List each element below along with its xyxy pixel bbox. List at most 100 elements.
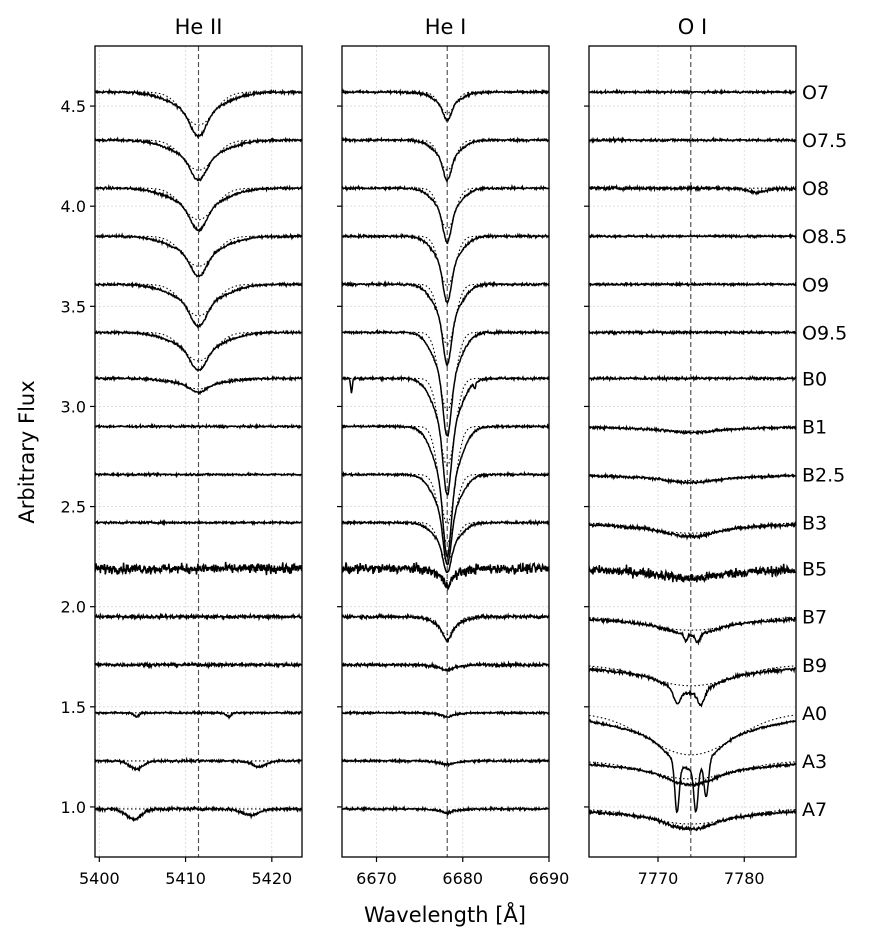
observed-spectrum	[342, 88, 549, 122]
observed-spectrum	[95, 281, 302, 329]
spectral-type-label: A7	[802, 799, 827, 821]
spectral-type-label: O9	[802, 274, 829, 296]
observed-spectrum	[589, 183, 796, 196]
x-tick-label: 7770	[638, 869, 679, 888]
observed-spectrum	[342, 279, 549, 367]
observed-spectrum	[589, 135, 796, 144]
spectra-group	[342, 88, 549, 816]
observed-spectrum	[95, 422, 302, 430]
observed-spectrum	[95, 136, 302, 182]
y-tick-label: 4.5	[61, 97, 86, 116]
spectral-type-label: B3	[802, 513, 827, 535]
observed-spectrum	[342, 183, 549, 245]
observed-spectrum	[95, 518, 302, 527]
observed-spectrum	[95, 470, 302, 479]
x-tick-label: 5420	[251, 869, 292, 888]
panel-o-i: O I 7770 7780	[584, 15, 797, 888]
observed-spectrum	[342, 232, 549, 305]
observed-spectrum	[589, 808, 796, 832]
model-spectrum	[342, 473, 549, 543]
observed-spectrum	[589, 232, 796, 240]
model-spectrum	[342, 139, 549, 171]
spectral-type-label: O7.5	[802, 130, 847, 152]
x-tick-label: 6680	[442, 869, 483, 888]
observed-spectrum	[342, 374, 549, 496]
observed-spectrum	[589, 471, 796, 486]
observed-spectrum	[95, 660, 302, 670]
observed-spectrum	[342, 709, 549, 720]
model-spectrum	[342, 331, 549, 411]
panel-title: He I	[425, 15, 467, 39]
model-spectrum	[342, 616, 549, 636]
observed-spectrum	[342, 561, 549, 591]
panel-frame	[341, 45, 550, 858]
panel-frame	[588, 45, 797, 858]
spectral-type-label: O7	[802, 82, 829, 104]
observed-spectrum	[95, 87, 302, 140]
x-axis-label: Wavelength [Å]	[364, 901, 526, 927]
spectral-type-label: O8	[802, 178, 829, 200]
observed-spectrum	[589, 374, 796, 383]
model-spectrum	[589, 522, 796, 534]
observed-spectrum	[589, 520, 796, 541]
spectral-type-labels: O7 O7.5 O8 O8.5 O9 O9.5 B0 B1 B2.5 B3 B5 B7 B9 A0 A3 A7	[802, 82, 847, 821]
model-spectrum	[95, 91, 302, 126]
observed-spectrum	[589, 563, 796, 584]
observed-spectrum	[95, 756, 302, 773]
observed-spectrum	[589, 424, 796, 436]
y-axis-label: Arbitrary Flux	[15, 380, 39, 523]
observed-spectrum	[95, 804, 302, 823]
panel-he-i: He I 6670 6680 6690	[337, 15, 569, 888]
observed-spectrum	[342, 136, 549, 184]
x-tick-label: 6690	[529, 869, 570, 888]
observed-spectrum	[589, 327, 796, 337]
model-spectrum	[589, 665, 796, 687]
spectral-type-label: B5	[802, 559, 827, 581]
spectral-type-label: A3	[802, 751, 827, 773]
observed-spectrum	[342, 660, 549, 673]
spectral-type-label: B7	[802, 607, 827, 629]
x-tick-label: 5410	[165, 869, 206, 888]
x-tick-label: 7780	[724, 869, 765, 888]
observed-spectrum	[342, 757, 549, 768]
x-tick-label: 6670	[356, 869, 397, 888]
observed-spectrum	[589, 665, 796, 708]
model-spectrum	[342, 187, 549, 230]
panel-title: O I	[678, 15, 707, 39]
panel-he-ii: He II 5400 5410 5420 1.0 1.5 2.0 2.5 3.0 3.5 4.0 4.…	[61, 15, 303, 888]
observed-spectrum	[95, 232, 302, 278]
spectrum-panels: He II 5400 5410 5420 1.0 1.5 2.0 2.5 3.0 3.5 4.0 4.…	[61, 15, 797, 888]
observed-spectrum	[589, 615, 796, 646]
observed-spectrum	[342, 423, 549, 559]
model-spectrum	[589, 809, 796, 825]
spectral-type-label: A0	[802, 703, 827, 725]
model-spectrum	[342, 91, 549, 114]
observed-spectrum	[95, 183, 302, 233]
spectral-type-label: O9.5	[802, 322, 847, 344]
spectral-type-label: B9	[802, 655, 827, 677]
y-tick-label: 3.5	[61, 297, 86, 316]
x-tick-label: 5400	[79, 869, 120, 888]
observed-spectrum	[342, 804, 549, 816]
observed-spectrum	[95, 709, 302, 720]
spectral-type-label: B2.5	[802, 465, 845, 487]
model-spectrum	[95, 377, 302, 390]
observed-spectrum	[342, 612, 549, 643]
y-tick-label: 4.0	[61, 197, 86, 216]
spectra-group	[589, 88, 796, 832]
model-spectrum	[342, 283, 549, 345]
observed-spectrum	[95, 329, 302, 373]
observed-spectrum	[342, 518, 549, 574]
y-tick-label: 2.5	[61, 498, 86, 517]
observed-spectrum	[342, 328, 549, 438]
spectral-type-label: B1	[802, 416, 827, 438]
model-spectrum	[589, 761, 796, 780]
panel-frame	[94, 45, 303, 858]
observed-spectrum	[589, 718, 796, 814]
y-tick-label: 2.0	[61, 598, 86, 617]
model-spectrum	[342, 377, 549, 467]
model-spectrum	[589, 714, 796, 756]
observed-spectrum	[589, 761, 796, 788]
panel-title: He II	[175, 15, 223, 39]
